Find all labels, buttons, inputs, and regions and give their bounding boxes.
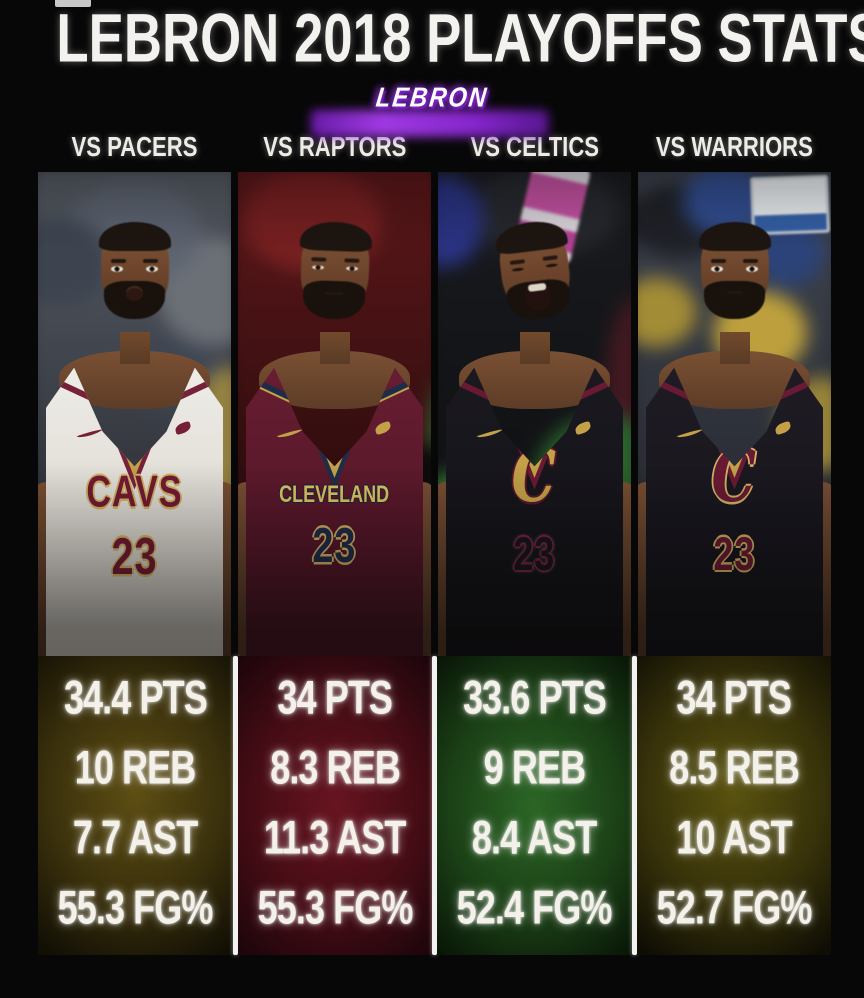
column-header-raptors: VS RAPTORS <box>262 131 407 163</box>
eyebrow <box>710 258 726 263</box>
neck <box>519 331 550 364</box>
jersey-team-text: CLEVELAND <box>279 481 390 508</box>
jersey-cavs-white: CAVS 23 <box>45 367 224 656</box>
stat-ast: 7.7 AST <box>73 812 198 865</box>
eyebrow <box>310 257 327 263</box>
jersey-number: 23 <box>513 528 556 581</box>
lebron-figure: C 23 <box>438 172 631 656</box>
lebron-figure: CAVS 23 <box>38 172 231 656</box>
jersey-c-logo: C <box>511 432 558 520</box>
eye <box>311 264 324 270</box>
nike-swoosh-icon <box>276 426 304 437</box>
hair <box>492 218 568 256</box>
page-title-text: LEBRON 2018 PLAYOFFS STATS <box>56 0 864 77</box>
eyebrow <box>343 258 359 264</box>
stats-vs-celtics: 33.6 PTS 9 REB 8.4 AST 52.4 FG% <box>437 656 632 955</box>
stat-reb: 9 REB <box>483 742 586 795</box>
lebron-head <box>698 222 771 319</box>
lebron-figure: C 23 <box>638 172 831 656</box>
stat-fg: 55.3 FG% <box>257 882 413 935</box>
neck <box>119 331 150 364</box>
wingfoot-logo-icon <box>774 420 793 436</box>
jersey-number: 23 <box>312 516 357 573</box>
jersey-cavs-black: C 23 <box>645 367 824 656</box>
stat-fg: 52.7 FG% <box>656 882 812 935</box>
column-header-pacers: VS PACERS <box>71 131 198 163</box>
stat-ast: 8.4 AST <box>472 812 597 865</box>
eyebrow <box>110 258 126 263</box>
stat-pts: 34 PTS <box>676 672 792 725</box>
column-header-row: VS PACERS VS RAPTORS VS CELTICS VS WARRI… <box>38 131 831 168</box>
stat-fg: 55.3 FG% <box>57 882 214 935</box>
wingfoot-logo-icon <box>374 420 393 436</box>
lebron-head <box>98 222 171 319</box>
stats-vs-raptors: 34 PTS 8.3 REB 11.3 AST 55.3 FG% <box>237 656 432 955</box>
photo-vs-raptors: CLEVELAND 23 <box>238 172 431 656</box>
hair <box>98 222 171 252</box>
neck <box>319 331 350 364</box>
eye <box>510 267 524 272</box>
hair <box>299 221 373 253</box>
stats-divider <box>631 656 637 955</box>
nike-swoosh-icon <box>676 426 704 437</box>
stat-reb: 8.5 REB <box>668 742 800 795</box>
jersey-c-logo: C <box>711 432 758 520</box>
page-title: LEBRON 2018 PLAYOFFS STATS <box>0 0 864 76</box>
beard <box>703 281 766 319</box>
watermark: LEBRON <box>0 82 864 114</box>
mouth <box>726 290 743 294</box>
hair <box>698 222 771 252</box>
stat-reb: 10 REB <box>74 742 197 795</box>
watermark-text: LEBRON <box>374 82 490 114</box>
jersey-number: 23 <box>111 528 158 586</box>
lebron-figure: CLEVELAND 23 <box>238 172 431 656</box>
eyebrow <box>143 258 159 263</box>
stat-ast: 10 AST <box>676 812 792 865</box>
nike-swoosh-icon <box>476 426 504 437</box>
wingfoot-logo-icon <box>174 420 193 436</box>
wingfoot-logo-icon <box>574 420 593 436</box>
photo-row: CAVS 23 <box>38 172 831 656</box>
jersey-cleveland-wine: CLEVELAND 23 <box>245 367 424 656</box>
eyebrow <box>743 258 759 263</box>
stats-divider <box>432 656 437 955</box>
stat-fg: 52.4 FG% <box>456 882 613 935</box>
mouth <box>126 288 143 302</box>
column-header-warriors: VS WARRIORS <box>655 131 814 163</box>
lebron-head <box>298 221 373 320</box>
jersey-cavs-black: C 23 <box>445 367 624 656</box>
eye <box>544 262 558 268</box>
photo-vs-pacers: CAVS 23 <box>38 172 231 656</box>
stat-pts: 34 PTS <box>277 672 393 725</box>
eye <box>145 265 158 272</box>
eye <box>745 265 758 272</box>
top-edge-artifact <box>55 0 91 7</box>
eyebrow <box>541 255 558 262</box>
beard <box>302 279 365 320</box>
watermark-blur-bar <box>310 110 549 137</box>
lebron-head <box>492 218 574 323</box>
stats-section: 34.4 PTS 10 REB 7.7 AST 55.3 FG% 34 PTS … <box>38 656 831 955</box>
photo-vs-warriors: C 23 <box>638 172 831 656</box>
column-header-celtics: VS CELTICS <box>470 131 599 163</box>
neck <box>719 331 750 364</box>
nike-swoosh-icon <box>76 426 104 437</box>
photo-vs-celtics: C 23 <box>438 172 631 656</box>
stat-reb: 8.3 REB <box>269 742 401 795</box>
jersey-number: 23 <box>713 528 756 581</box>
eye <box>711 265 724 272</box>
stats-vs-warriors: 34 PTS 8.5 REB 10 AST 52.7 FG% <box>636 656 831 955</box>
eye <box>345 266 358 271</box>
eyebrow <box>509 259 525 266</box>
jersey-team-text: CAVS <box>86 467 183 518</box>
eye <box>111 265 124 272</box>
stats-vs-pacers: 34.4 PTS 10 REB 7.7 AST 55.3 FG% <box>38 656 233 955</box>
stat-pts: 34.4 PTS <box>63 672 208 725</box>
stat-pts: 33.6 PTS <box>462 672 607 725</box>
stats-divider <box>232 656 238 955</box>
stat-ast: 11.3 AST <box>263 812 406 865</box>
